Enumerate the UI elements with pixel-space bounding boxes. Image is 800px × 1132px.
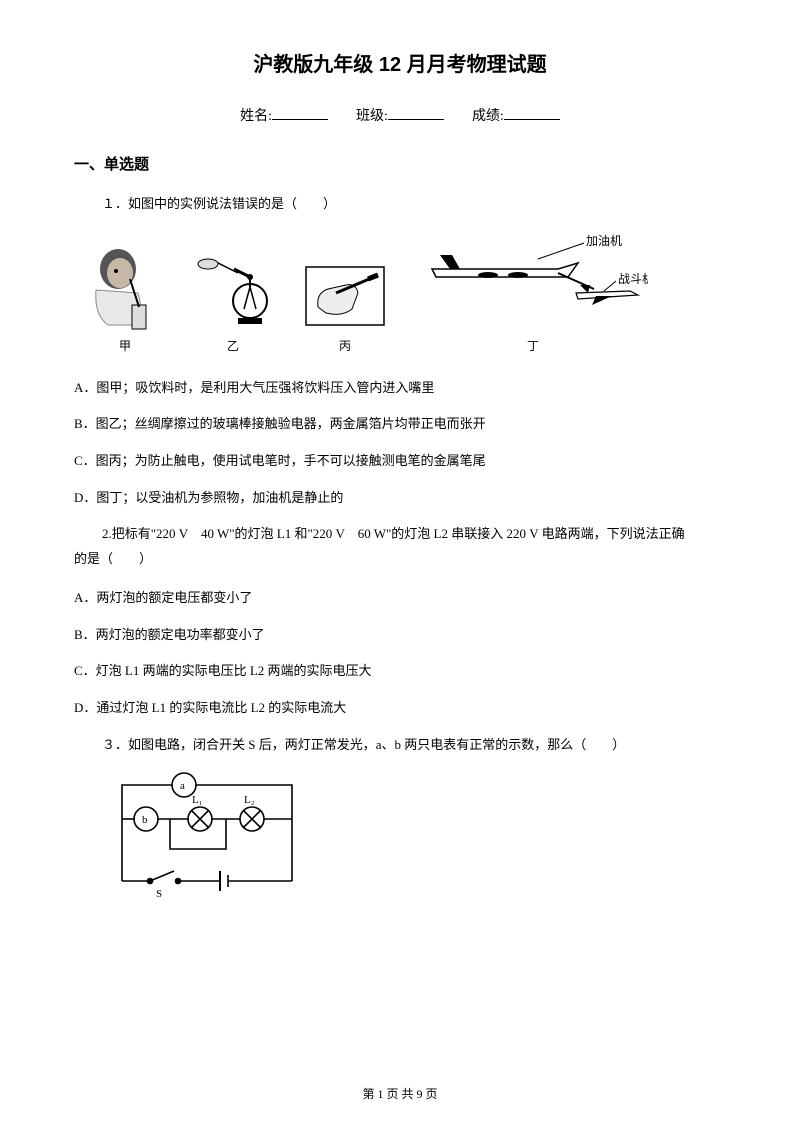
switch-S-label: S [156,888,162,900]
class-blank [388,106,444,120]
footer-mid: 页 共 [383,1087,416,1101]
q1-optC: C．图丙；为防止触电，使用试电笔时，手不可以接触测电笔的金属笔尾 [74,449,726,474]
page-footer: 第 1 页 共 9 页 [0,1085,800,1102]
class-label: 班级: [356,109,388,124]
page-title: 沪教版九年级 12 月月考物理试题 [74,48,726,77]
q3-stem: ３．如图电路，闭合开关 S 后，两灯正常发光，a、b 两只电表有正常的示数，那么… [102,733,726,758]
meter-b-label: b [142,814,148,826]
fig-jia: 甲 [86,245,164,354]
score-label: 成绩: [472,109,504,124]
score-blank [504,106,560,120]
name-label: 姓名: [240,109,272,124]
q2-stem-line1: 2.把标有"220 V 40 W"的灯泡 L1 和"220 V 60 W"的灯泡… [102,526,685,541]
fig-yi: 乙 [194,245,272,354]
fig-ding: 加油机 战斗机 丁 [418,233,648,354]
fig-bing: 丙 [302,263,388,354]
plane-top-label: 加油机 [586,234,622,248]
lamp-L1-label: L₁ [192,794,203,806]
fig-jia-label: 甲 [119,337,131,354]
section-heading-1: 一、单选题 [74,153,726,174]
q1-optB: B．图乙；丝绸摩擦过的玻璃棒接触验电器，两金属箔片均带正电而张开 [74,412,726,437]
q1-optA: A．图甲；吸饮料时，是利用大气压强将饮料压入管内进入嘴里 [74,376,726,401]
q2-stem: 2.把标有"220 V 40 W"的灯泡 L1 和"220 V 60 W"的灯泡… [74,522,726,571]
footer-prefix: 第 [362,1087,377,1101]
meter-a-label: a [180,780,185,792]
name-blank [272,106,328,120]
fig-bing-label: 丙 [339,337,351,354]
student-info-line: 姓名: 班级: 成绩: [74,105,726,125]
footer-suffix: 页 [423,1087,438,1101]
q2-optC: C．灯泡 L1 两端的实际电压比 L2 两端的实际电压大 [74,659,726,684]
q2-optB: B．两灯泡的额定电功率都变小了 [74,623,726,648]
q1-optD: D．图丁；以受油机为参照物，加油机是静止的 [74,486,726,511]
q1-stem: １．如图中的实例说法错误的是（ ） [102,192,726,217]
q1-figures: 甲 乙 丙 加油机 [86,233,726,354]
fig-ding-label: 丁 [527,337,539,354]
q2-stem-line2: 的是（ ） [74,551,152,566]
q2-optA: A．两灯泡的额定电压都变小了 [74,586,726,611]
q2-optD: D．通过灯泡 L1 的实际电流比 L2 的实际电流大 [74,696,726,721]
fig-yi-label: 乙 [227,337,239,354]
lamp-L2-label: L₂ [244,794,255,806]
plane-bottom-label: 战斗机 [618,272,648,286]
q3-circuit: a b L₁ L₂ S [102,771,726,906]
